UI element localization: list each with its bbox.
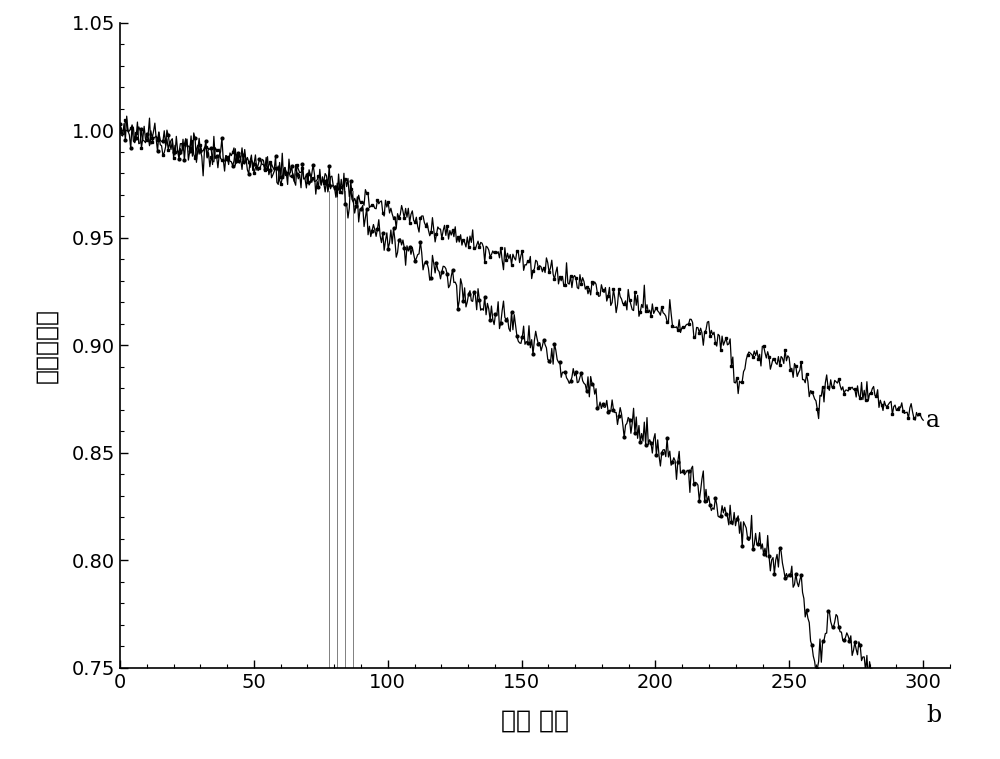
Text: a: a — [926, 408, 940, 432]
X-axis label: 循环 次数: 循环 次数 — [501, 708, 569, 732]
Text: b: b — [926, 704, 941, 727]
Y-axis label: 容量保持率: 容量保持率 — [34, 308, 58, 383]
